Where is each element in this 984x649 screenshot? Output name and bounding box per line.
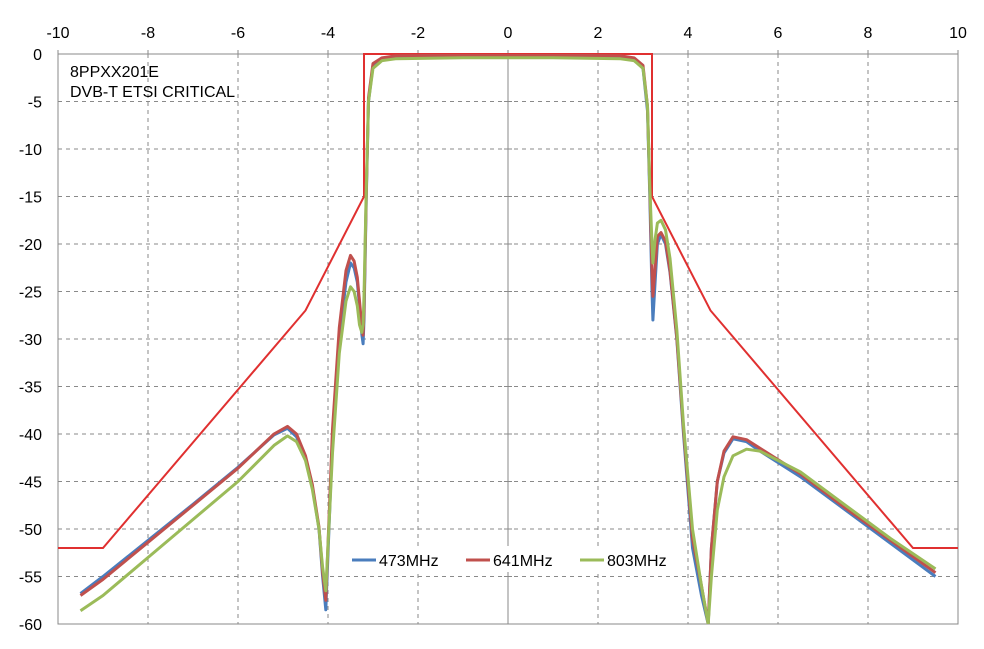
- y-tick-label: -15: [19, 190, 42, 207]
- x-tick-label: -6: [231, 25, 245, 42]
- y-tick-labels: 0 -5 -10 -15 -20 -25 -30 -35 -40 -45 -50 -55 -60: [19, 47, 42, 634]
- y-tick-label: -60: [19, 617, 42, 634]
- legend-background: [346, 546, 682, 572]
- y-tick-label: 0: [33, 47, 42, 64]
- legend-label: 473MHz: [379, 553, 439, 570]
- y-tick-label: -20: [19, 237, 42, 254]
- y-tick-label: -30: [19, 332, 42, 349]
- series-layer: [79, 54, 937, 624]
- y-tick-label: -55: [19, 570, 42, 587]
- legend-label: 641MHz: [493, 553, 553, 570]
- y-tick-label: -10: [19, 142, 42, 159]
- x-tick-label: 10: [949, 25, 967, 42]
- x-tick-labels: -10 -8 -6 -4 -2 0 2 4 6 8 10: [46, 25, 967, 42]
- x-tick-label: 4: [684, 25, 693, 42]
- x-tick-label: 6: [774, 25, 783, 42]
- y-tick-label: -35: [19, 380, 42, 397]
- x-tick-label: 8: [864, 25, 873, 42]
- series-line-803MHz: [79, 56, 937, 624]
- legend: 473MHz 641MHz 803MHz: [346, 546, 682, 572]
- x-tick-label: 0: [504, 25, 513, 42]
- y-tick-label: -40: [19, 427, 42, 444]
- annotation-model: 8PPXX201E: [70, 64, 159, 81]
- annotation-standard: DVB-T ETSI CRITICAL: [70, 84, 235, 101]
- x-tick-label: 2: [594, 25, 603, 42]
- y-tick-label: -50: [19, 522, 42, 539]
- x-tick-label: -4: [321, 25, 335, 42]
- x-tick-label: -10: [46, 25, 69, 42]
- y-tick-label: -45: [19, 475, 42, 492]
- x-tick-label: -8: [141, 25, 155, 42]
- x-tick-label: -2: [411, 25, 425, 42]
- y-tick-label: -25: [19, 285, 42, 302]
- y-tick-label: -5: [28, 95, 42, 112]
- legend-label: 803MHz: [607, 553, 667, 570]
